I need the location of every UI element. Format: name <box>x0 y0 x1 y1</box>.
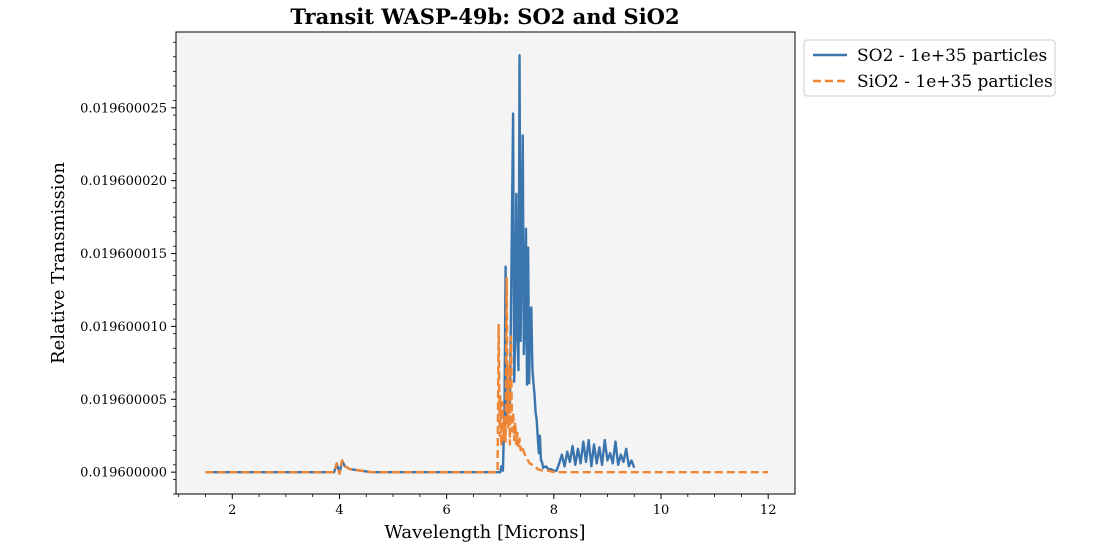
legend: SO2 - 1e+35 particles SiO2 - 1e+35 partic… <box>803 39 1056 97</box>
y-axis-label: Relative Transmission <box>48 162 69 364</box>
y-tick-label: 0.019600000 <box>80 466 167 481</box>
y-tick-label: 0.019600010 <box>80 320 167 335</box>
plot-frame <box>175 31 796 495</box>
x-tick-label: 10 <box>653 503 670 518</box>
x-tick-label: 12 <box>760 503 777 518</box>
legend-box <box>803 39 1056 97</box>
x-tick-label: 6 <box>443 503 451 518</box>
y-tick-label: 0.019600005 <box>80 393 167 408</box>
x-tick-label: 4 <box>335 503 343 518</box>
y-tick-label: 0.019600020 <box>80 174 167 189</box>
x-axis: 2 4 6 8 10 12 <box>178 494 777 518</box>
y-tick-label: 0.019600025 <box>80 101 167 116</box>
x-tick-label: 2 <box>228 503 236 518</box>
series-line-sio2 <box>205 277 769 475</box>
legend-label: SiO2 - 1e+35 particles <box>857 72 1053 92</box>
x-axis-label: Wavelength [Microns] <box>384 522 585 543</box>
y-axis: 0.019600000 0.019600005 0.019600010 0.01960… <box>80 41 176 495</box>
chart-title: Transit WASP-49b: SO2 and SiO2 <box>290 4 679 29</box>
x-tick-label: 8 <box>550 503 558 518</box>
series-layer <box>205 54 769 475</box>
plot-area <box>176 32 795 494</box>
legend-label: SO2 - 1e+35 particles <box>857 46 1047 66</box>
y-tick-label: 0.019600015 <box>80 247 167 262</box>
